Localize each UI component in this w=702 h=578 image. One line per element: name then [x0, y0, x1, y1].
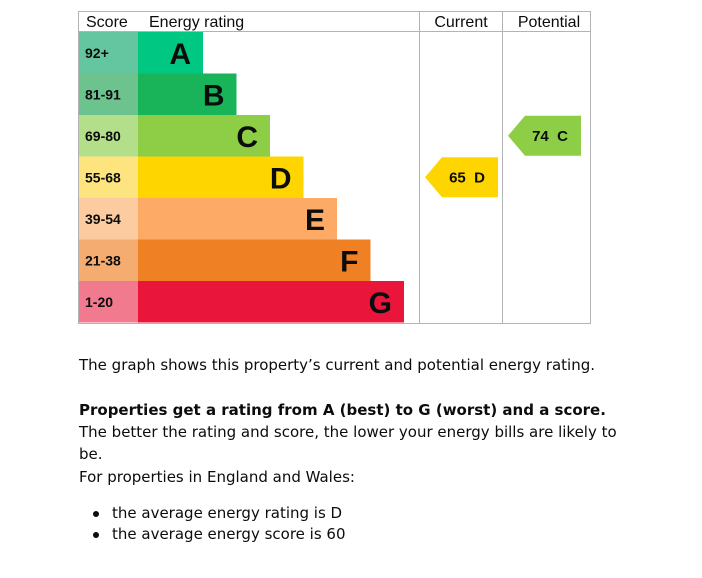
band-score-range-label: 21-38	[85, 252, 121, 268]
epc-rating-chart: Score Energy rating Current Potential 92…	[78, 11, 591, 324]
band-score-cell	[79, 198, 138, 240]
band-letter-label: E	[305, 204, 325, 237]
band-letter-label: D	[270, 162, 292, 195]
band-score-range-label: 69-80	[85, 128, 121, 144]
band-b: 81-91 B	[79, 73, 237, 115]
energy-rating-column-header: Energy rating	[149, 14, 244, 31]
band-score-range-label: 55-68	[85, 169, 121, 185]
band-score-range-label: 92+	[85, 45, 109, 61]
band-a: 92+ A	[79, 32, 203, 74]
potential-rating-indicator-label: 74 C	[532, 128, 568, 145]
band-g: 1-20 G	[79, 281, 404, 323]
band-bar	[138, 115, 270, 157]
rating-explanation-bold: Properties get a rating from A (best) to…	[79, 401, 606, 419]
rating-bands: 92+ A 81-91 B 69-80 C 55-68 D 39-54 E 21-38 F 1-20 G	[79, 32, 404, 323]
band-score-cell	[79, 32, 138, 74]
rating-indicators: 65 D 74 C	[425, 115, 581, 198]
band-score-cell	[79, 156, 138, 198]
chart-intro-text: The graph shows this property’s current …	[79, 356, 595, 374]
band-score-cell	[79, 73, 138, 115]
band-bar	[138, 198, 337, 240]
average-score-item: the average energy score is 60	[79, 524, 346, 545]
band-letter-label: B	[203, 79, 225, 112]
potential-column-header: Potential	[518, 14, 580, 31]
score-column-header: Score	[86, 14, 128, 31]
band-score-cell	[79, 115, 138, 157]
band-f: 21-38 F	[79, 239, 371, 281]
band-score-range-label: 1-20	[85, 294, 113, 310]
band-bar	[138, 239, 371, 281]
band-bar	[138, 156, 304, 198]
band-e: 39-54 E	[79, 198, 337, 240]
band-c: 69-80 C	[79, 115, 270, 157]
band-letter-label: F	[340, 245, 358, 278]
current-rating-indicator: 65 D	[425, 157, 498, 198]
potential-rating-indicator: 74 C	[508, 115, 581, 156]
band-bar	[138, 281, 404, 323]
band-score-cell	[79, 239, 138, 281]
average-rating-item: the average energy rating is D	[79, 503, 346, 524]
band-letter-label: G	[369, 287, 392, 320]
chart-grid	[78, 11, 591, 324]
band-bar	[138, 73, 237, 115]
potential-rating-indicator-arrow	[508, 115, 581, 156]
current-rating-indicator-arrow	[425, 157, 498, 198]
current-column-header: Current	[434, 14, 488, 31]
band-score-range-label: 81-91	[85, 86, 121, 102]
band-letter-label: C	[236, 121, 258, 154]
rating-explanation: Properties get a rating from A (best) to…	[79, 399, 619, 465]
rating-explanation-rest: The better the rating and score, the low…	[79, 423, 617, 463]
band-letter-label: A	[169, 38, 191, 71]
band-bar	[138, 32, 203, 74]
band-score-range-label: 39-54	[85, 211, 121, 227]
current-rating-indicator-label: 65 D	[449, 169, 485, 186]
region-note: For properties in England and Wales:	[79, 468, 355, 486]
band-score-cell	[79, 281, 138, 323]
average-ratings-list: the average energy rating is D the avera…	[79, 503, 346, 545]
band-d: 55-68 D	[79, 156, 304, 198]
